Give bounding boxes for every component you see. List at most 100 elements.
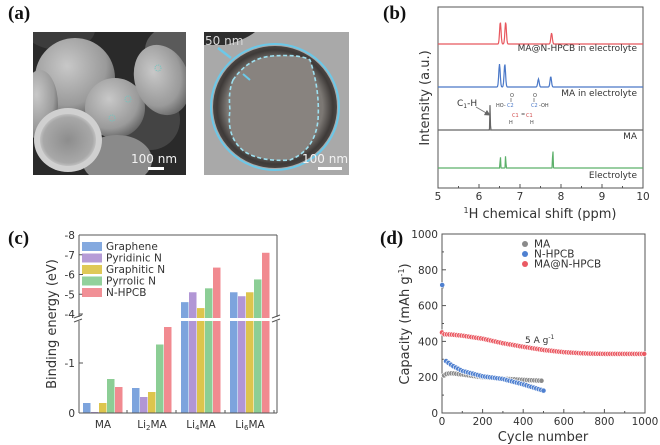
bar-graphene-li2ma	[132, 388, 140, 413]
chart-d-ytick-label: 1000	[411, 229, 438, 241]
panel-label-b: (b)	[383, 3, 407, 24]
chart-c: 0-1-4-5-6-7-8MA Li2MA Li4MA Li6MA GrapheneP…	[45, 230, 281, 432]
axis-break-right	[271, 314, 281, 323]
maleic-acid-molecule: HO- C2 O C1 = C1 C2 -OH O H H	[496, 93, 549, 126]
svg-text:=: =	[521, 112, 525, 118]
chart-d-ytick-label: 400	[418, 336, 438, 348]
chart-b-xtick-label: 9	[599, 191, 606, 203]
legend-swatch	[82, 242, 102, 251]
bar-graphene-li6ma	[230, 292, 238, 413]
bar-pyridinic-n-li6ma	[238, 296, 246, 413]
chart-b-xtick-label: 10	[636, 191, 649, 203]
chart-c-ytick-label: 0	[68, 408, 75, 420]
data-point	[538, 377, 545, 384]
svg-text:C1: C1	[512, 113, 519, 119]
series-label-electrolyte: Electrolyte	[589, 171, 638, 181]
chart-b-xtick-label: 6	[476, 191, 483, 203]
svg-text:O: O	[533, 93, 537, 99]
bar-pyridinic-n-li4ma	[189, 292, 197, 413]
chart-b-ylabel: Intensity (a.u.)	[418, 50, 433, 145]
chart-c-category-label: Li6MA	[235, 419, 265, 432]
chart-b-xtick-label: 5	[435, 191, 442, 203]
axis-break-left	[73, 314, 83, 323]
panel-label-c: (c)	[8, 228, 30, 249]
series-label-ma-in-electrolyte: MA in electrolyte	[561, 89, 637, 99]
bar-n-hpcb-li6ma	[262, 252, 270, 413]
legend-label: Pyrrolic N	[106, 276, 156, 288]
svg-text:-OH: -OH	[539, 103, 549, 109]
series-label-ma-nhpcb: MA@N-HPCB in electrolyte	[518, 44, 638, 54]
chart-b-xtick-label: 7	[517, 191, 524, 203]
bar-graphitic-n-li4ma	[197, 308, 205, 413]
legend-label: Pyridinic N	[106, 253, 162, 265]
tem-thickness-label: 50 nm	[205, 34, 243, 48]
bar-pyrrolic-n-li6ma	[254, 279, 262, 413]
nmr-trace-3	[438, 151, 643, 169]
chart-d-ytick-label: 0	[431, 408, 438, 420]
legend-label: N-HPCB	[534, 249, 574, 261]
chart-c-category-label: Li4MA	[186, 419, 216, 432]
chart-c-ytick-label: -4	[65, 309, 76, 321]
chart-d: 0 200 400 600 800 1000 0 200 400 600 800 1000 MAN-H…	[397, 229, 658, 445]
chart-b-xtick-label: 8	[558, 191, 565, 203]
bar-pyrrolic-n-ma	[107, 379, 115, 413]
chart-d-ylabel: Capacity (mAh g-1)	[397, 263, 413, 384]
bar-n-hpcb-li4ma	[213, 267, 221, 413]
legend-swatch	[82, 253, 102, 263]
chart-d-xtick-label: 800	[594, 416, 614, 428]
series-label-ma: MA	[623, 132, 638, 142]
legend-label: Graphene	[106, 241, 158, 253]
chart-c-category-label: MA	[95, 419, 112, 431]
bar-n-hpcb-li2ma	[164, 327, 172, 413]
chart-c-ytick-label: -7	[65, 250, 75, 262]
bar-pyrrolic-n-li2ma	[156, 344, 164, 413]
chart-d-xtick-label: 0	[439, 416, 446, 428]
c1h-arrow	[475, 106, 491, 116]
nmr-trace-0	[438, 22, 643, 45]
svg-text:O: O	[510, 93, 514, 99]
legend-marker	[522, 261, 528, 267]
data-point	[439, 282, 446, 288]
legend-marker	[522, 251, 528, 257]
legend-swatch	[82, 265, 102, 274]
bar-graphene-li4ma	[181, 302, 189, 413]
series-ma-n-hpcb	[439, 329, 648, 357]
svg-text:C2: C2	[531, 103, 538, 109]
axis-break-band	[180, 318, 280, 321]
legend-label: Graphitic N	[106, 264, 165, 276]
legend-label: MA	[534, 239, 551, 251]
chart-d-xtick-label: 600	[554, 416, 574, 428]
series-n-hpcb	[439, 282, 547, 394]
chart-c-ytick-label: -1	[65, 358, 75, 370]
chart-c-ytick-label: -5	[65, 289, 75, 301]
legend-label: N-HPCB	[106, 287, 146, 299]
sem-image: 100 nm	[33, 32, 186, 175]
svg-text:H: H	[509, 120, 513, 126]
c1h-annotation: C1-H	[457, 99, 477, 110]
legend-label: MA@N-HPCB	[534, 259, 601, 271]
chart-d-ytick-label: 800	[418, 265, 438, 277]
chart-d-xtick-label: 400	[513, 416, 533, 428]
nmr-trace-1	[438, 63, 643, 88]
bar-graphitic-n-ma	[99, 403, 107, 413]
svg-text:H: H	[530, 120, 534, 126]
chart-d-xtick-label: 1000	[632, 416, 659, 428]
bar-graphitic-n-li2ma	[148, 392, 156, 413]
bar-n-hpcb-ma	[115, 387, 123, 413]
chart-c-category-label: Li2MA	[137, 419, 167, 432]
panel-label-a: (a)	[8, 3, 31, 24]
data-point	[641, 351, 648, 357]
chart-d-xlabel: Cycle number	[498, 430, 589, 445]
bar-pyridinic-n-li2ma	[140, 397, 148, 413]
chart-b-xlabel: 1H chemical shift (ppm)	[463, 206, 616, 222]
bar-graphene-ma	[83, 403, 91, 413]
chart-d-ytick-label: 600	[418, 301, 438, 313]
chart-b: 5 6 7 8 9 10 1H chemical shift (ppm) Intensit…	[418, 6, 650, 222]
tem-image: 50 nm 100 nm	[204, 32, 349, 175]
legend-swatch	[82, 288, 102, 297]
svg-text:C2: C2	[507, 103, 514, 109]
chart-c-ylabel: Binding energy (eV)	[45, 259, 60, 389]
chart-c-ytick-label: -8	[65, 230, 75, 242]
data-point	[540, 387, 547, 394]
